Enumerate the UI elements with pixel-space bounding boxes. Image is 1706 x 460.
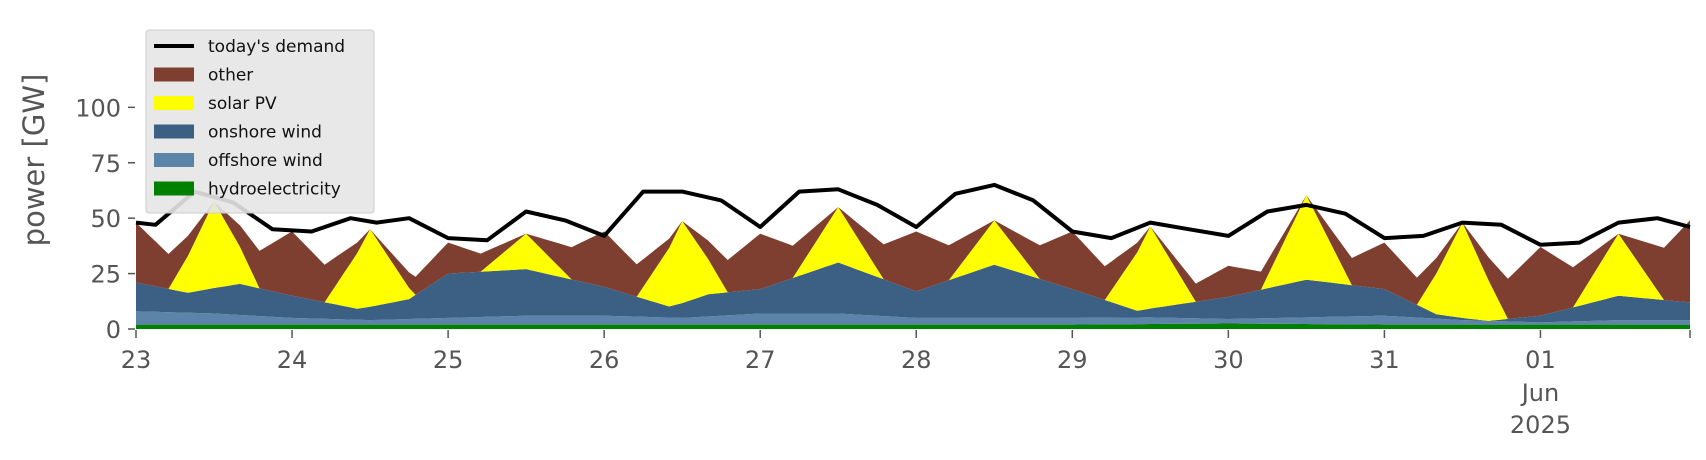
x-tick-label: 23 (121, 346, 152, 374)
area-solar-pv (136, 195, 1690, 321)
legend-swatch (154, 153, 194, 167)
y-tick-label: 25 (90, 261, 121, 289)
areas-layer (136, 195, 1690, 329)
area-offshore-wind (136, 311, 1690, 325)
legend-swatch (154, 181, 194, 196)
legend-label: other (208, 66, 253, 86)
y-axis-title: power [GW] (17, 74, 51, 247)
legend-label: solar PV (208, 94, 277, 114)
y-tick-label: 0 (106, 316, 121, 344)
legend-label: today's demand (208, 37, 345, 57)
y-axis: 0 25 50 75 100 (75, 94, 135, 344)
legend-swatch (154, 96, 194, 110)
demand-line (135, 182, 1691, 247)
legend: today's demand other solar PV onshore wind o… (145, 29, 375, 214)
legend-label: offshore wind (208, 151, 323, 171)
legend-swatch (154, 67, 194, 82)
legend-label: onshore wind (208, 123, 322, 143)
legend-swatch (154, 124, 194, 139)
x-tick-label: 24 (277, 346, 308, 374)
y-tick-label: 50 (90, 205, 121, 233)
y-tick-label: 75 (90, 150, 121, 178)
x-axis: 23 24 25 26 27 28 29 30 31 01 Jun 2025 (121, 330, 1691, 439)
demand-layer (135, 182, 1691, 247)
x-tick-label: 26 (589, 346, 620, 374)
x-tick-label: 29 (1057, 346, 1088, 374)
area-hydroelectricity (136, 323, 1690, 329)
x-tick-label: 31 (1369, 346, 1400, 374)
x-tick-label: 28 (901, 346, 932, 374)
area-other (136, 195, 1690, 319)
x-tick-sublabel: Jun (1520, 379, 1560, 407)
x-tick-label: 30 (1213, 346, 1244, 374)
legend-label: hydroelectricity (208, 180, 341, 200)
legend-box (145, 29, 375, 214)
area-onshore-wind (136, 262, 1690, 323)
x-tick-label: 27 (745, 346, 776, 374)
x-tick-label: 01 (1525, 346, 1556, 374)
y-tick-label: 100 (75, 94, 121, 122)
x-tick-sublabel: 2025 (1510, 411, 1571, 439)
x-tick-label: 25 (433, 346, 464, 374)
